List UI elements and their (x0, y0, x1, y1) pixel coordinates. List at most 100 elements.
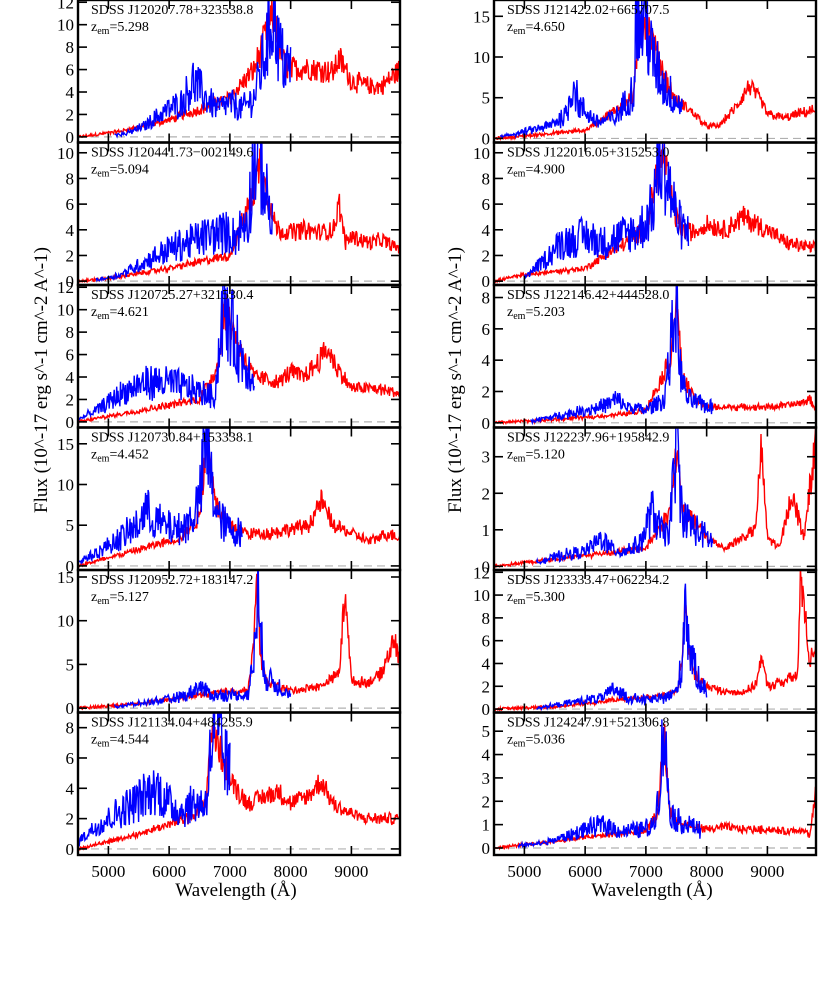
spectrum-panel-12: 0 1 2 3 4 5 5000 6000 7000 8000 9000 SDSS J124247.9… (482, 711, 818, 881)
blue-spectrum-line (95, 142, 274, 283)
y-tick-label: 2 (66, 390, 75, 409)
y-tick-label: 0 (66, 413, 75, 432)
y-tick-label: 2 (482, 382, 491, 401)
x-tick-label: 9000 (750, 862, 784, 881)
quasar-name: SDSS J124247.91+521306.8 (507, 716, 669, 731)
red-spectrum-line (494, 285, 816, 426)
y-tick-label: 4 (66, 368, 75, 387)
quasar-name: SDSS J122237.96+195842.9 (507, 431, 669, 446)
red-spectrum-line (494, 16, 816, 142)
spectrum-panel-10: 0 2 4 6 8 10 12 SDSS J123333.47+062234.2 zem=5.3… (473, 563, 818, 719)
spectrum-panel-4: 0 2 4 6 8 10 SDSS J122016.05+315253.0 zem=4.900 (473, 141, 818, 291)
y-tick-label: 1 (482, 816, 491, 835)
redshift-label: zem=4.544 (91, 733, 149, 750)
y-tick-label: 10 (473, 144, 490, 163)
redshift-label: zem=4.900 (507, 163, 565, 180)
blue-spectrum-line (113, 570, 292, 710)
quasar-name: SDSS J120952.72+183147.2 (91, 573, 253, 588)
y-tick-label: 4 (482, 351, 491, 370)
blue-spectrum-line (78, 427, 243, 566)
red-spectrum-line (494, 570, 816, 712)
y-tick-label: 5 (482, 722, 491, 741)
x-tick-label: 7000 (213, 862, 247, 881)
y-tick-label: 2 (66, 105, 75, 124)
redshift-label: zem=5.036 (507, 733, 565, 750)
y-tick-label: 0 (66, 699, 75, 718)
y-tick-label: 4 (66, 779, 75, 798)
y-tick-label: 10 (57, 144, 74, 163)
blue-spectrum-line (78, 712, 231, 847)
quasar-name: SDSS J120730.84+153338.1 (91, 431, 253, 446)
x-tick-label: 8000 (274, 862, 308, 881)
blue-spectrum-line (114, 0, 292, 139)
y-tick-label: 2 (66, 246, 75, 265)
blue-spectrum-line (530, 285, 714, 426)
y-tick-label: 8 (482, 169, 491, 188)
y-tick-label: 0 (66, 840, 75, 859)
blue-spectrum-line (523, 142, 690, 280)
y-tick-label: 0 (66, 272, 75, 291)
left-x-axis-label-text: Wavelength (Å) (175, 880, 297, 901)
quasar-name: SDSS J120725.27+321530.4 (91, 288, 253, 303)
y-tick-label: 8 (482, 289, 491, 308)
left-y-axis-label-text: Flux (10^-17 erg s^-1 cm^-2 A^-1) (31, 247, 52, 513)
spectrum-panel-1: 0 2 4 6 8 10 12 SDSS J120207.78+323538.8 zem=5.2… (57, 0, 402, 147)
y-tick-label: 6 (66, 61, 75, 80)
y-tick-label: 2 (482, 484, 491, 503)
y-tick-label: 2 (482, 246, 491, 265)
blue-spectrum-line (536, 583, 708, 712)
blue-spectrum-line (499, 0, 683, 139)
spectrum-panel-7: 0 5 10 15 SDSS J120730.84+153338.1 zem=4.452 (57, 426, 402, 576)
red-spectrum-line (78, 712, 400, 851)
blue-spectrum-line (78, 285, 255, 421)
y-tick-label: 3 (482, 448, 491, 467)
redshift-label: zem=5.203 (507, 305, 565, 322)
y-tick-label: 10 (57, 16, 74, 35)
quasar-name: SDSS J123333.47+062234.2 (507, 573, 669, 588)
y-tick-label: 5 (482, 89, 491, 108)
y-tick-label: 12 (473, 563, 490, 582)
y-tick-label: 4 (482, 221, 491, 240)
redshift-label: zem=4.452 (91, 448, 149, 465)
y-tick-label: 0 (482, 129, 491, 148)
y-tick-label: 0 (482, 557, 491, 576)
y-tick-label: 6 (66, 749, 75, 768)
y-tick-label: 6 (66, 195, 75, 214)
y-tick-label: 0 (482, 272, 491, 291)
y-tick-label: 15 (57, 435, 74, 454)
y-tick-label: 2 (482, 677, 491, 696)
spectrum-panel-6: 0 2 4 6 8 SDSS J122146.42+444528.0 zem=5.203 (482, 283, 818, 433)
spectrum-panel-3: 0 2 4 6 8 10 SDSS J120441.73−002149.6 zem=5.094 (57, 141, 402, 291)
left-x-axis-label: Wavelength (Å) (86, 880, 386, 902)
y-tick-label: 15 (473, 7, 490, 26)
x-tick-label: 6000 (568, 862, 602, 881)
x-tick-label: 5000 (507, 862, 541, 881)
spectrum-panel-11: 0 2 4 6 8 5000 6000 7000 8000 9000 SDSS J121134.04… (66, 711, 402, 881)
y-tick-label: 0 (482, 700, 491, 719)
redshift-label: zem=5.094 (91, 163, 149, 180)
y-tick-label: 2 (482, 792, 491, 811)
redshift-label: zem=5.300 (507, 590, 565, 607)
quasar-name: SDSS J121134.04+484235.9 (91, 716, 253, 731)
y-tick-label: 8 (66, 323, 75, 342)
right-x-axis-label: Wavelength (Å) (502, 880, 802, 902)
x-tick-label: 5000 (91, 862, 125, 881)
redshift-label: zem=5.127 (91, 590, 149, 607)
y-tick-label: 0 (66, 557, 75, 576)
red-spectrum-line (78, 0, 400, 138)
panel-frame (492, 711, 818, 857)
spectrum-panel-8: 0 1 2 3 SDSS J122237.96+195842.9 zem=5.120 (482, 426, 818, 576)
right-y-axis-label-text: Flux (10^-17 erg s^-1 cm^-2 A^-1) (445, 247, 466, 513)
quasar-name: SDSS J121422.02+665707.5 (507, 3, 669, 18)
redshift-label: zem=4.621 (91, 305, 149, 322)
y-tick-label: 2 (66, 810, 75, 829)
y-tick-label: 10 (473, 48, 490, 67)
right-y-axis-label: Flux (10^-17 erg s^-1 cm^-2 A^-1) (445, 247, 467, 513)
redshift-label: zem=4.650 (507, 20, 565, 37)
quasar-name: SDSS J122146.42+444528.0 (507, 288, 669, 303)
y-tick-label: 4 (66, 83, 75, 102)
redshift-label: zem=5.298 (91, 20, 149, 37)
blue-spectrum-line (517, 719, 702, 850)
redshift-label: zem=5.120 (507, 448, 565, 465)
y-tick-label: 10 (473, 586, 490, 605)
